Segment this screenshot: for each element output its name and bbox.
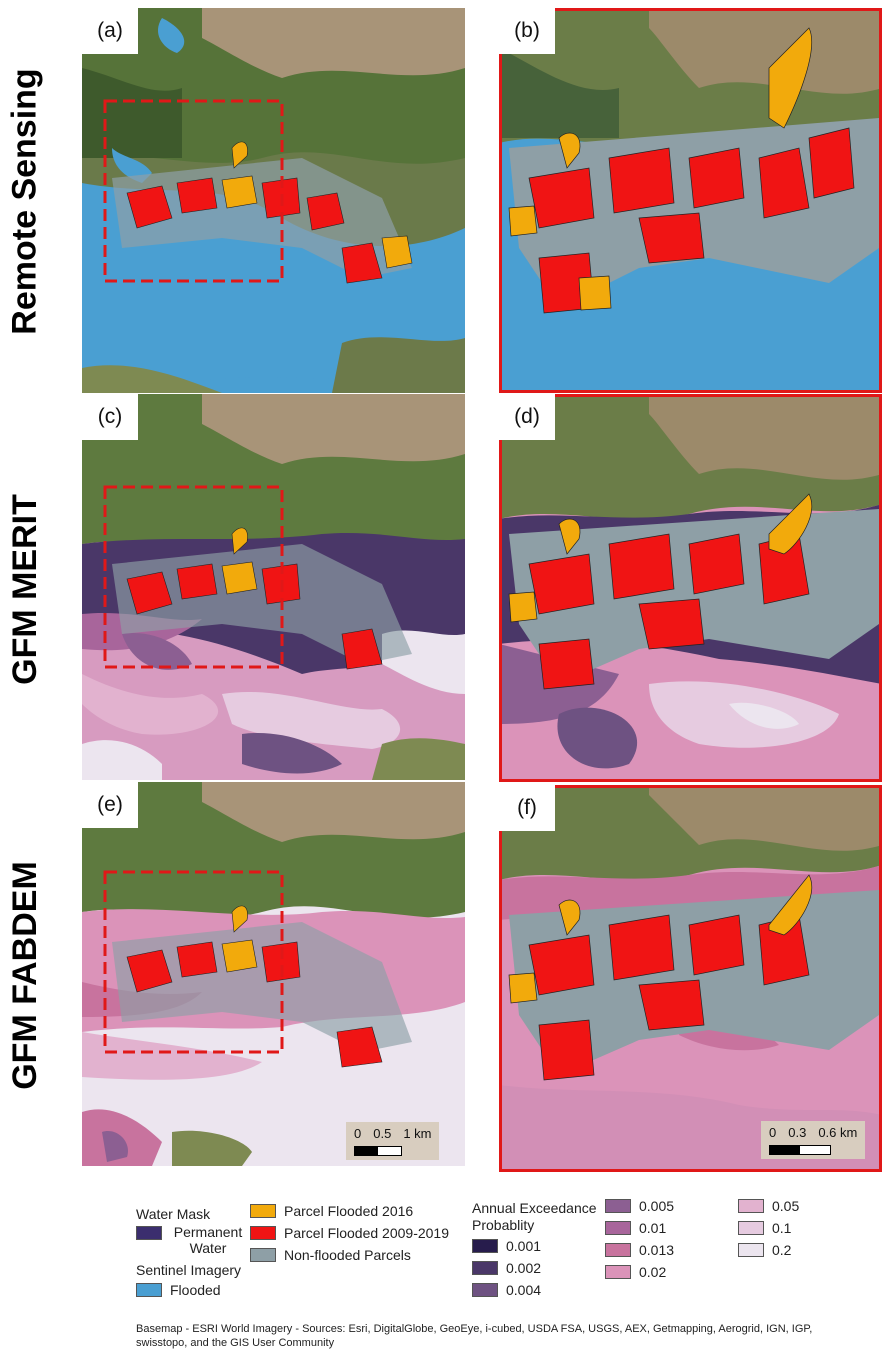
legend-parcel-2009-label: Parcel Flooded 2009-2019 [284,1225,450,1241]
swatch-aep-2 [472,1283,498,1297]
legend-item-permanent-water: Permanent Water [136,1224,246,1256]
panel-label-a: (a) [82,8,138,54]
legend-aep-label-4: 0.01 [639,1220,667,1236]
legend-item-aep-3: 0.005 [605,1198,674,1214]
legend-parcel-2016-label: Parcel Flooded 2016 [284,1203,414,1219]
legend-non-flooded-label: Non-flooded Parcels [284,1247,411,1263]
panel-label-f: (f) [499,785,555,831]
swatch-aep-6 [605,1265,631,1279]
panel-label-d: (d) [499,394,555,440]
swatch-aep-4 [605,1221,631,1235]
map-panel-f: (f) 0 0.3 0.6 km [499,785,882,1172]
swatch-parcel-2009 [250,1226,276,1240]
panel-label-b: (b) [499,8,555,54]
map-panel-c: (c) [82,394,465,780]
legend-item-aep-9: 0.2 [738,1242,799,1258]
legend-item-aep-7: 0.05 [738,1198,799,1214]
scalebar-zoom-tick-2: 0.6 km [818,1125,858,1140]
row-label-remote-sensing: Remote Sensing [5,67,44,335]
legend-aep-label-7: 0.05 [772,1198,800,1214]
legend-item-aep-1: 0.002 [472,1260,602,1276]
legend-aep-col3: 0.05 0.1 0.2 [738,1198,799,1258]
legend-item-aep-4: 0.01 [605,1220,674,1236]
legend-aep-label-5: 0.013 [639,1242,675,1258]
swatch-aep-7 [738,1199,764,1213]
map-a-graphic [82,8,465,393]
legend-aep-label-0: 0.001 [506,1238,542,1254]
map-f-graphic [499,785,882,1172]
legend-aep: Annual Exceedance Probablity 0.001 0.002… [472,1200,602,1298]
legend-aep-label-9: 0.2 [772,1242,792,1258]
scalebar-zoom-bar [769,1145,831,1155]
map-d-graphic [499,394,882,782]
legend-item-aep-8: 0.1 [738,1220,799,1236]
legend-permanent-water-label: Permanent Water [173,1224,243,1256]
panel-label-c: (c) [82,394,138,440]
legend-parcels: Parcel Flooded 2016 Parcel Flooded 2009-… [250,1203,449,1263]
legend-aep-label-1: 0.002 [506,1260,542,1276]
legend-item-aep-2: 0.004 [472,1282,602,1298]
swatch-aep-9 [738,1243,764,1257]
map-panel-a: (a) [82,8,465,393]
swatch-parcel-2016 [250,1204,276,1218]
legend-item-parcel-2016: Parcel Flooded 2016 [250,1203,449,1219]
swatch-aep-8 [738,1221,764,1235]
swatch-aep-5 [605,1243,631,1257]
row-label-gfm-fabdem: GFM FABDEM [5,860,44,1090]
scalebar-overview-tick-2: 1 km [403,1126,432,1141]
swatch-aep-3 [605,1199,631,1213]
scalebar-overview-bar [354,1146,402,1156]
map-c-graphic [82,394,465,780]
legend-aep-label-3: 0.005 [639,1198,675,1214]
legend-item-flooded: Flooded [136,1282,246,1298]
legend-item-non-flooded: Non-flooded Parcels [250,1247,449,1263]
swatch-aep-0 [472,1239,498,1253]
legend-item-aep-0: 0.001 [472,1238,602,1254]
map-panel-d: (d) [499,394,882,782]
scalebar-zoom-tick-0: 0 [769,1125,777,1140]
swatch-aep-1 [472,1261,498,1275]
swatch-permanent-water [136,1226,162,1240]
scalebar-overview-tick-0: 0 [354,1126,362,1141]
scalebar-zoom: 0 0.3 0.6 km [761,1121,866,1159]
legend-item-aep-6: 0.02 [605,1264,674,1280]
scalebar-overview: 0 0.5 1 km [346,1122,440,1160]
legend-aep-label-6: 0.02 [639,1264,667,1280]
map-panel-b: (b) [499,8,882,393]
swatch-flooded [136,1283,162,1297]
basemap-attribution: Basemap - ESRI World Imagery - Sources: … [136,1323,813,1349]
legend-aep-title: Annual Exceedance Probablity [472,1200,597,1233]
panel-label-e: (e) [82,782,138,828]
scalebar-overview-tick-1: 0.5 [373,1126,392,1141]
legend-item-aep-5: 0.013 [605,1242,674,1258]
legend-sentinel-title: Sentinel Imagery [136,1262,242,1278]
map-panel-e: (e) 0 0.5 1 km [82,782,465,1166]
legend-water-mask: Water Mask Permanent Water Sentinel Imag… [136,1206,246,1298]
legend-flooded-label: Flooded [170,1282,221,1298]
legend-aep-label-8: 0.1 [772,1220,792,1236]
map-e-graphic [82,782,465,1166]
legend-aep-label-2: 0.004 [506,1282,542,1298]
row-label-gfm-merit: GFM MERIT [5,493,44,685]
scalebar-zoom-tick-1: 0.3 [788,1125,807,1140]
swatch-non-flooded [250,1248,276,1262]
map-b-graphic [499,8,882,393]
legend-water-mask-title: Water Mask [136,1206,211,1222]
legend-aep-col2: 0.005 0.01 0.013 0.02 [605,1198,674,1280]
legend-item-parcel-2009: Parcel Flooded 2009-2019 [250,1225,449,1241]
